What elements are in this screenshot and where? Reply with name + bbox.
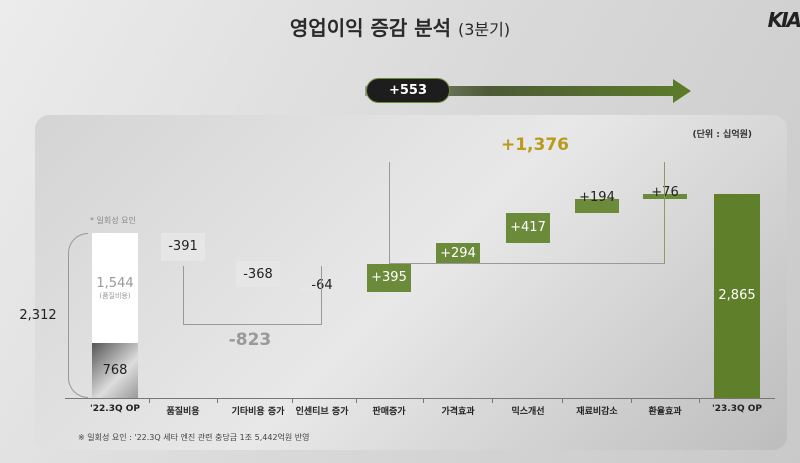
bar-positive: +294 <box>436 242 480 264</box>
category-label: 환율효과 <box>648 407 682 417</box>
positive-group-cover <box>664 192 667 196</box>
positive-group-bracket g <box>389 162 665 264</box>
axis-tick <box>217 398 218 403</box>
axis-tick <box>423 398 424 403</box>
category-label: 인센티브 증가 <box>295 407 349 417</box>
x-axis <box>65 398 775 399</box>
category-label: '23.3Q OP <box>712 404 762 414</box>
axis-tick <box>631 398 632 403</box>
kia-logo: KIA <box>767 8 800 32</box>
bar-negative: -368 <box>236 260 280 288</box>
page-title: 영업이익 증감 분석 (3분기) <box>0 12 800 41</box>
negative-group-bracket <box>183 265 322 325</box>
bar-positive: +395 <box>367 263 411 292</box>
bar-label-total-start: 2,312 <box>19 307 57 323</box>
chart-panel <box>35 115 787 450</box>
axis-tick <box>292 398 293 403</box>
axis-tick <box>492 398 493 403</box>
category-label: '22.3Q OP <box>90 404 140 414</box>
bar-positive <box>575 198 619 213</box>
axis-tick <box>699 398 700 403</box>
start-brace <box>68 233 88 398</box>
bar-negative <box>300 287 344 293</box>
axis-tick <box>149 398 150 403</box>
unit-label: (단위 : 십억원) <box>692 130 753 140</box>
bar-negative: -391 <box>161 233 205 261</box>
one-time-caption: * 일회성 요인 <box>90 216 136 225</box>
arrow-right-icon <box>673 79 691 103</box>
one-time-note: (품질비용) <box>99 291 131 300</box>
category-label: 재료비감소 <box>576 407 618 417</box>
bar-total-end: 2,865 <box>714 193 760 398</box>
category-label: 가격효과 <box>441 407 475 417</box>
positive-group-total: +1,376 <box>500 135 570 155</box>
category-label: 판매증가 <box>372 407 406 417</box>
title-text: 영업이익 증감 분석 <box>289 16 452 40</box>
footnote: ※ 일회성 요인 : '22.3Q 세타 엔진 관련 충당금 1조 5,442억… <box>78 433 310 442</box>
category-label: 기타비용 증가 <box>231 407 285 417</box>
total-change-badge: +553 <box>366 78 450 103</box>
category-label: 품질비용 <box>166 407 200 417</box>
bar-label: +76 <box>651 184 679 200</box>
bar-positive: +417 <box>506 212 550 243</box>
bar-label: +194 <box>579 189 615 205</box>
bar-base: 768 <box>92 343 138 398</box>
negative-group-total: -823 <box>228 330 272 350</box>
bar-positive <box>643 193 687 199</box>
arrow-shaft <box>365 86 675 96</box>
one-time-value: 1,544 <box>96 275 134 291</box>
category-label: 믹스개선 <box>511 407 545 417</box>
title-suffix: (3분기) <box>458 20 511 39</box>
bar-one-time: 1,544 (품질비용) <box>92 233 138 344</box>
axis-tick <box>356 398 357 403</box>
axis-tick <box>562 398 563 403</box>
